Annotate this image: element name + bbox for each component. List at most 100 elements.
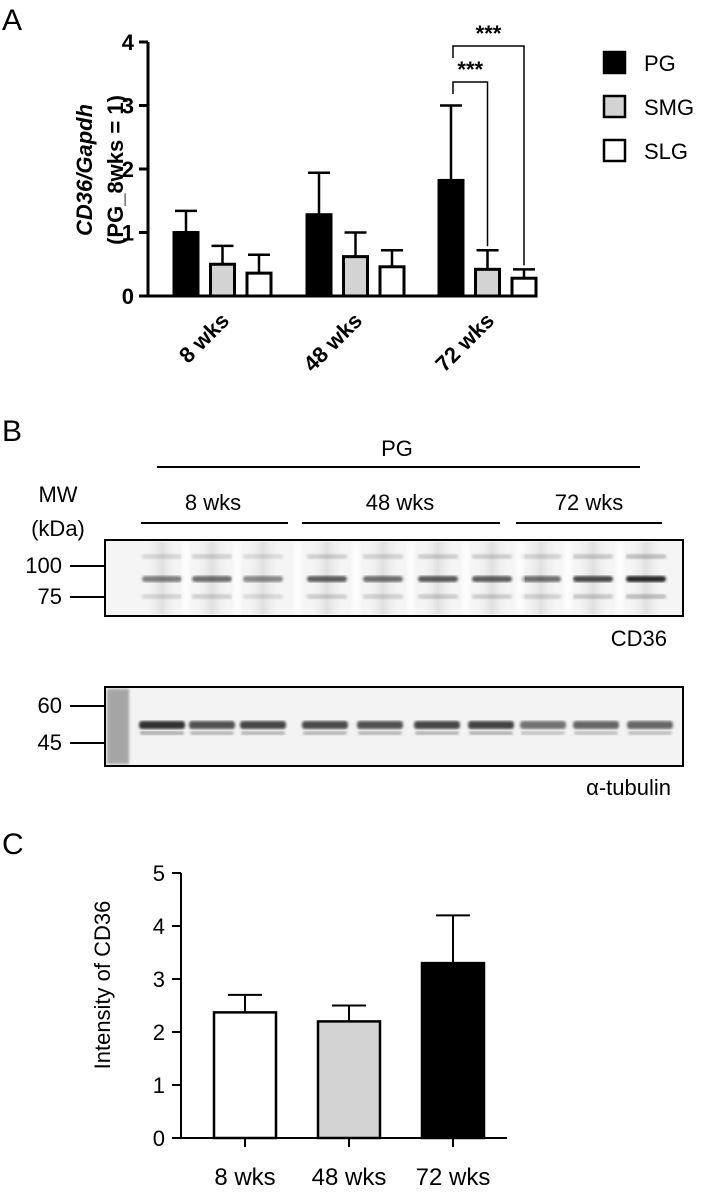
chart-c-x-tick-label: 48 wks xyxy=(312,1164,387,1191)
blot-lane-group-8wks: 8 wks xyxy=(185,490,241,515)
cd36-blot-lanes xyxy=(141,542,667,614)
blot-lane-group-48wks: 48 wks xyxy=(366,490,434,515)
tubulin-band xyxy=(520,721,566,729)
cd36-band xyxy=(307,576,347,582)
tubulin-lower-band xyxy=(574,731,618,735)
tubulin-blot-frame xyxy=(104,686,684,767)
tubulin-lower-band xyxy=(469,731,513,735)
cd36-band xyxy=(363,576,403,582)
cd36-band xyxy=(626,576,666,582)
chart-c-bar xyxy=(212,1011,278,1140)
tubulin-blot-label: α-tubulin xyxy=(586,775,671,800)
chart-a-legend-label: SMG xyxy=(644,95,694,120)
tubulin-band xyxy=(357,721,403,729)
cd36-lower-band xyxy=(243,594,283,599)
cd36-lane-gap xyxy=(233,542,241,614)
western-blot: PG 8 wks 48 wks 72 wks MW (kDa) 100 75 C… xyxy=(25,436,684,800)
chart-a-legend-swatch xyxy=(602,138,627,163)
chart-c: Intensity of CD36 0 1 2 3 4 5 8 wks 48 wks 72 w… xyxy=(90,861,507,1191)
chart-a-y-axis: 0 1 2 3 4 xyxy=(122,30,150,309)
chart-a-y-tick-label: 1 xyxy=(122,221,134,246)
cd36-lower-band xyxy=(418,594,458,599)
panel-label-c: C xyxy=(2,828,24,861)
chart-a-significance-bracket xyxy=(452,45,525,266)
chart-a-ylabel-line1: CD36/Gapdh xyxy=(72,104,97,236)
tubulin-lower-band xyxy=(415,731,459,735)
cd36-band xyxy=(521,576,561,582)
cd36-upper-band xyxy=(142,554,182,559)
cd36-marker-100: 100 xyxy=(25,553,62,578)
chart-c-y-tick-label: 4 xyxy=(153,914,165,939)
chart-a-x-axis: 8 wks 48 wks 72 wks xyxy=(174,308,499,377)
chart-a-legend-label: PG xyxy=(644,51,676,76)
cd36-lower-band xyxy=(363,594,403,599)
chart-a-bar xyxy=(209,262,236,298)
chart-a-bar xyxy=(378,265,406,298)
cd36-lower-band xyxy=(472,594,512,599)
blot-mw-title-line1: MW xyxy=(38,482,77,507)
chart-a-bar xyxy=(510,276,538,298)
cd36-upper-band xyxy=(192,554,232,559)
chart-a-significance-label: *** xyxy=(476,21,502,46)
tubulin-band xyxy=(302,721,348,729)
cd36-band xyxy=(243,576,283,582)
cd36-blot-frame xyxy=(104,539,684,617)
chart-a-legend-label: SLG xyxy=(644,139,688,164)
cd36-band xyxy=(192,576,232,582)
cd36-lane-gap xyxy=(294,542,302,614)
chart-a-y-tick-label: 2 xyxy=(122,157,134,182)
chart-c-x-tick-label: 8 wks xyxy=(214,1164,275,1191)
cd36-band xyxy=(472,576,512,582)
cd36-lower-band xyxy=(626,594,666,599)
cd36-upper-band xyxy=(307,554,347,559)
chart-c-y-tick-label: 1 xyxy=(153,1073,165,1098)
blot-group-label: PG xyxy=(381,436,413,461)
chart-a-bar xyxy=(437,178,465,298)
cd36-upper-band xyxy=(626,554,666,559)
chart-a-ylabel-line2: (PG_8wks = 1) xyxy=(103,95,128,245)
cd36-lane-gap xyxy=(352,542,360,614)
blot-lane-group-72wks: 72 wks xyxy=(555,490,623,515)
chart-c-bars xyxy=(181,914,507,1140)
cd36-lower-band xyxy=(142,594,182,599)
tubulin-band xyxy=(189,721,235,729)
tubulin-band xyxy=(414,721,460,729)
chart-a-bar xyxy=(342,255,369,298)
cd36-lane-gap xyxy=(407,542,415,614)
chart-a-legend-swatch xyxy=(602,94,627,119)
chart-a-bar xyxy=(305,213,333,298)
cd36-upper-band xyxy=(472,554,512,559)
chart-a-bars xyxy=(148,104,538,298)
cd36-lower-band xyxy=(521,594,561,599)
chart-a-significance: *** *** xyxy=(452,21,525,266)
chart-c-y-axis: 0 1 2 3 4 5 xyxy=(153,861,182,1151)
tubulin-ladder-lane xyxy=(107,689,129,764)
tubulin-lower-band xyxy=(358,731,402,735)
cd36-blot-label: CD36 xyxy=(611,626,667,651)
chart-c-x-tick-label: 72 wks xyxy=(416,1164,491,1191)
panel-label-b: B xyxy=(2,415,22,448)
tubulin-lower-band xyxy=(241,731,285,735)
tubulin-band xyxy=(468,721,514,729)
chart-a-significance-label: *** xyxy=(457,57,483,82)
cd36-lane-gap xyxy=(616,542,624,614)
chart-c-y-tick-label: 2 xyxy=(153,1020,165,1045)
chart-a-bar xyxy=(474,267,501,298)
tubulin-marker-45: 45 xyxy=(38,730,62,755)
cd36-band xyxy=(142,576,182,582)
cd36-upper-band xyxy=(243,554,283,559)
chart-a-y-tick-label: 0 xyxy=(122,284,134,309)
chart-c-bar xyxy=(316,1020,382,1140)
chart-a-x-tick-label: 72 wks xyxy=(430,308,499,377)
chart-a-bar xyxy=(245,271,273,298)
cd36-lower-band xyxy=(192,594,232,599)
chart-a: CD36/Gapdh (PG_8wks = 1) 0 1 2 3 4 *** *** 8 … xyxy=(72,21,694,377)
cd36-marker-75: 75 xyxy=(38,584,62,609)
cd36-upper-band xyxy=(418,554,458,559)
cd36-lane-gap xyxy=(516,542,524,614)
chart-a-legend: PG SMG SLG xyxy=(602,50,694,164)
chart-c-y-tick-label: 3 xyxy=(153,967,165,992)
cd36-lower-band xyxy=(573,594,613,599)
cd36-upper-band xyxy=(573,554,613,559)
